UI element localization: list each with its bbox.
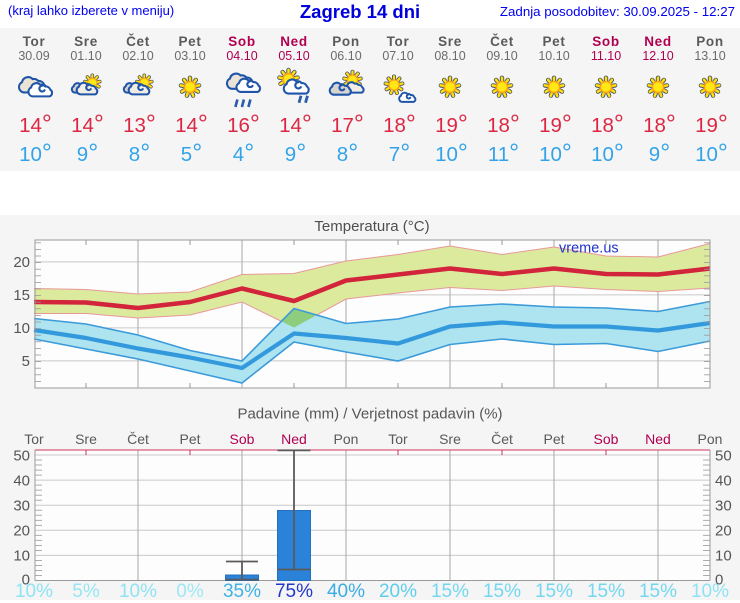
svg-text:Tor: Tor — [24, 431, 44, 447]
svg-text:Pet: Pet — [179, 431, 200, 447]
svg-text:Sre: Sre — [75, 431, 97, 447]
svg-text:0: 0 — [22, 571, 30, 588]
svg-text:20: 20 — [13, 523, 30, 540]
svg-text:Pon: Pon — [334, 431, 359, 447]
svg-text:40: 40 — [13, 472, 30, 489]
svg-text:Pet: Pet — [543, 431, 564, 447]
svg-text:10: 10 — [715, 548, 732, 565]
svg-text:0: 0 — [715, 571, 723, 588]
svg-text:20: 20 — [715, 523, 732, 540]
svg-text:5: 5 — [22, 353, 30, 370]
svg-text:Padavine (mm) / Verjetnost pad: Padavine (mm) / Verjetnost padavin (%) — [237, 406, 502, 423]
svg-text:20: 20 — [13, 254, 30, 271]
svg-text:Tor: Tor — [388, 431, 408, 447]
svg-text:Temperatura (°C): Temperatura (°C) — [314, 218, 429, 235]
svg-text:Sob: Sob — [594, 431, 619, 447]
svg-text:10: 10 — [13, 320, 30, 337]
svg-text:30: 30 — [715, 498, 732, 515]
svg-text:40: 40 — [715, 472, 732, 489]
svg-text:Sre: Sre — [439, 431, 461, 447]
svg-text:Ned: Ned — [645, 431, 671, 447]
svg-text:Sob: Sob — [230, 431, 255, 447]
svg-text:50: 50 — [13, 447, 30, 464]
svg-text:15: 15 — [13, 287, 30, 304]
svg-text:vreme.us: vreme.us — [559, 241, 619, 257]
svg-text:10: 10 — [13, 548, 30, 565]
svg-text:Ned: Ned — [281, 431, 307, 447]
svg-text:Čet: Čet — [491, 431, 513, 447]
svg-text:50: 50 — [715, 447, 732, 464]
svg-text:Pon: Pon — [698, 431, 723, 447]
svg-text:Čet: Čet — [127, 431, 149, 447]
svg-text:30: 30 — [13, 498, 30, 515]
